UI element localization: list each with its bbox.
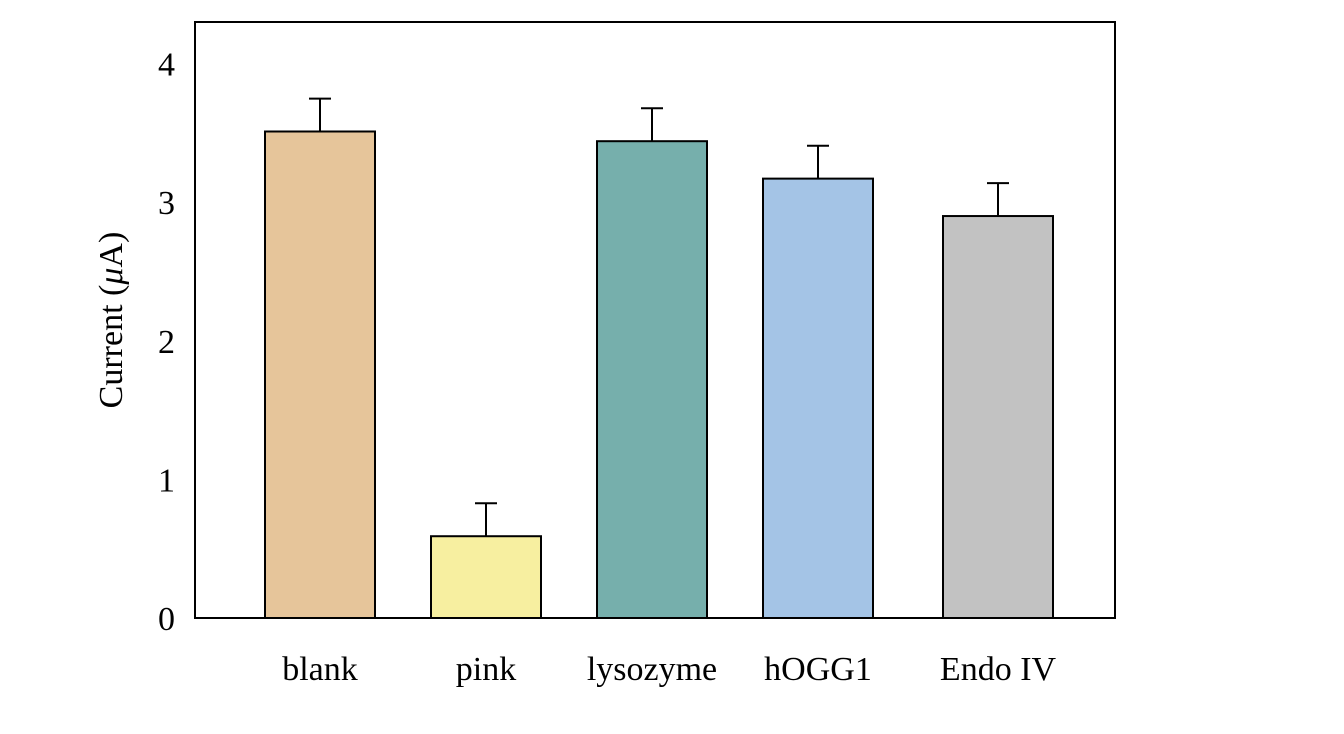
y-tick-label-3: 3: [158, 185, 175, 222]
bar-lysozyme: [596, 140, 708, 619]
y-axis-title-unit: A): [93, 232, 130, 268]
plot-frame: [194, 21, 1116, 619]
x-tick-label-hogg1: hOGG1: [764, 651, 872, 688]
error-bars: [309, 97, 1009, 537]
y-tick-label-2: 2: [158, 324, 175, 361]
bar-endo-iv: [942, 215, 1054, 619]
x-axis-labels: blank pink lysozyme hOGG1 Endo IV: [282, 651, 1056, 688]
x-tick-label-lysozyme: lysozyme: [587, 651, 717, 688]
y-tick-label-4: 4: [158, 47, 175, 84]
y-tick-label-0: 0: [158, 601, 175, 638]
error-bar-pink: [475, 502, 497, 537]
x-tick-label-pink: pink: [456, 651, 516, 688]
bar-hogg1: [762, 177, 874, 619]
y-axis-title: Current (μA): [93, 232, 130, 409]
bar-pink: [430, 535, 542, 620]
error-bar-blank: [309, 97, 331, 132]
y-axis-title-text: Current (: [93, 285, 130, 409]
y-axis-title-symbol: μ: [93, 268, 130, 286]
bar-blank: [264, 130, 376, 619]
error-bar-endo-iv: [987, 182, 1009, 217]
bars: [264, 130, 1054, 620]
x-tick-label-blank: blank: [282, 651, 358, 688]
error-bar-lysozyme: [641, 107, 663, 142]
y-axis-ticks: 0 1 2 3 4: [158, 47, 175, 638]
x-tick-label-endo-iv: Endo IV: [940, 651, 1057, 688]
y-tick-label-1: 1: [158, 462, 175, 499]
error-bar-hogg1: [807, 144, 829, 179]
